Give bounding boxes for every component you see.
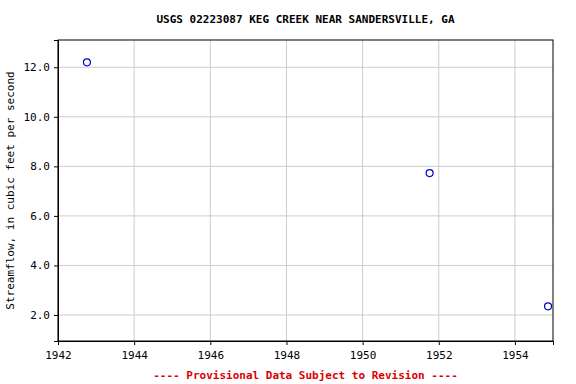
points: [83, 59, 551, 310]
x-tick: 1954: [502, 341, 529, 362]
grid-line-x: [134, 40, 135, 341]
y-tick-label: 8.0: [30, 160, 50, 173]
x-tick: 1948: [274, 341, 301, 362]
grid-line-x: [362, 40, 363, 341]
x-tick-mark: [210, 341, 211, 345]
grid-line-y: [58, 116, 553, 117]
point: [83, 59, 90, 66]
x-tick-mark: [363, 341, 364, 345]
chart: 1942 1944 1946 1948 1950 1952 1954 2.0 4.0 6.0 8.0…: [0, 0, 576, 384]
grid-line-y: [58, 215, 553, 216]
y-axis-line: [54, 41, 59, 342]
y-tick-label: 4.0: [30, 259, 50, 272]
x-tick-mark: [439, 341, 440, 345]
grid-line-y: [58, 67, 553, 68]
y-tick: 8.0: [30, 160, 58, 173]
y-tick-label: 10.0: [24, 111, 51, 124]
y-tick-mark: [54, 166, 58, 167]
y-tick: 12.0: [24, 61, 59, 74]
grid-line-y: [58, 166, 553, 167]
y-axis: 2.0 4.0 6.0 8.0 10.0 12.0: [24, 41, 59, 342]
y-tick-mark: [54, 117, 58, 118]
y-tick-mark: [54, 315, 58, 316]
grid-line-x: [438, 40, 439, 341]
grid-line-x: [210, 40, 211, 341]
y-tick: 10.0: [24, 111, 59, 124]
x-tick-label: 1950: [350, 349, 377, 362]
y-tick-mark: [54, 67, 58, 68]
grid-line-y: [58, 314, 553, 315]
grid-line-y: [58, 265, 553, 266]
grid-line-x: [286, 40, 287, 341]
title: USGS 02223087 KEG CREEK NEAR SANDERSVILL…: [156, 13, 454, 26]
point: [545, 303, 552, 310]
x-axis-line: [59, 342, 554, 346]
x-tick: 1942: [45, 341, 72, 362]
y-tick-label: 6.0: [30, 210, 50, 223]
x-tick-mark: [286, 341, 287, 345]
y-tick: 6.0: [30, 210, 58, 223]
x-tick-label: 1946: [198, 349, 225, 362]
grid: [58, 40, 553, 341]
x-tick: 1946: [198, 341, 225, 362]
x-tick-label: 1948: [274, 349, 301, 362]
x-tick-label: 1944: [121, 349, 148, 362]
y-tick-mark: [54, 216, 58, 217]
y-axis-title: Streamflow, in cubic feet per second: [4, 71, 17, 309]
x-tick-mark: [134, 341, 135, 345]
x-tick-label: 1942: [45, 349, 72, 362]
y-tick-label: 12.0: [24, 61, 51, 74]
x-tick-label: 1954: [502, 349, 529, 362]
grid-line-x: [514, 40, 515, 341]
y-tick: 2.0: [30, 309, 58, 322]
plot-frame: [58, 40, 553, 341]
y-tick-label: 2.0: [30, 309, 50, 322]
x-tick: 1944: [121, 341, 148, 362]
x-tick-label: 1952: [426, 349, 453, 362]
point: [426, 170, 433, 177]
plot: 1942 1944 1946 1948 1950 1952 1954 2.0 4.0 6.0 8.0…: [24, 40, 554, 362]
annotation: ---- Provisional Data Subject to Revisio…: [153, 369, 458, 382]
x-axis: 1942 1944 1946 1948 1950 1952 1954: [45, 341, 553, 362]
x-tick-mark: [515, 341, 516, 345]
y-tick: 4.0: [30, 259, 58, 272]
y-tick-mark: [54, 265, 58, 266]
x-tick: 1950: [350, 341, 377, 362]
x-tick: 1952: [426, 341, 453, 362]
